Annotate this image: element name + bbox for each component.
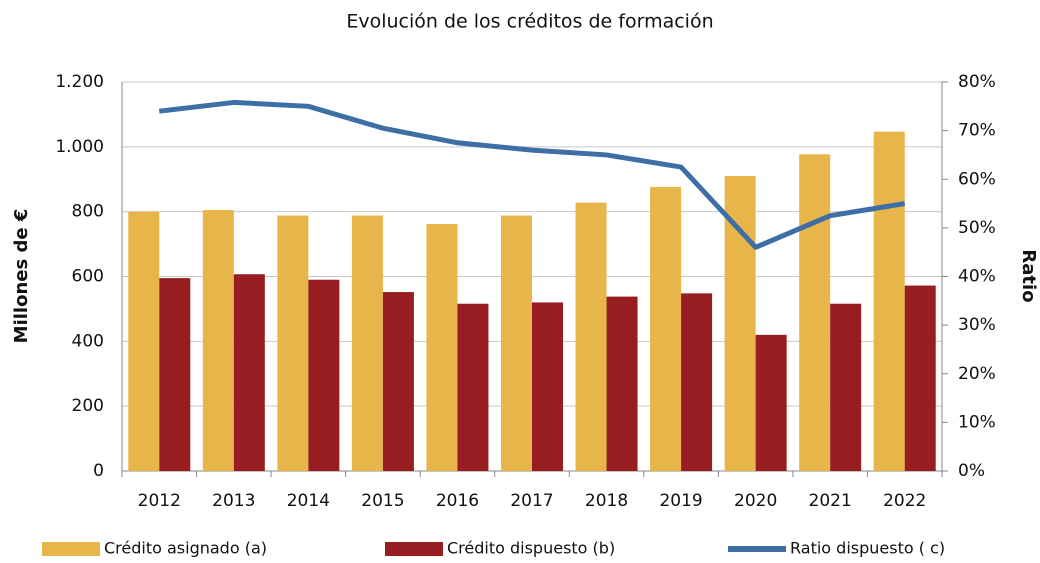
y-tick-label: 0	[93, 461, 104, 481]
bar	[799, 154, 831, 471]
y2-tick-label: 20%	[958, 364, 996, 384]
x-tick-label: 2017	[510, 491, 553, 511]
x-tick-label: 2013	[212, 491, 255, 511]
bar	[233, 274, 265, 471]
bar	[873, 131, 905, 471]
bar	[606, 296, 638, 471]
y2-tick-label: 60%	[958, 169, 996, 189]
bar	[650, 187, 682, 471]
legend-label: Ratio dispuesto ( c)	[790, 539, 945, 558]
y2-tick-label: 10%	[958, 412, 996, 432]
x-tick-label: 2014	[287, 491, 330, 511]
y-tick-label: 200	[72, 396, 104, 416]
line	[158, 99, 906, 250]
y2-tick-label: 0%	[958, 461, 985, 481]
bar	[308, 279, 340, 471]
x-tick-label: 2021	[809, 491, 852, 511]
bar	[277, 215, 309, 471]
x-tick-label: 2015	[361, 491, 404, 511]
bar	[575, 202, 607, 471]
x-tick-label: 2022	[883, 491, 926, 511]
chart-title: Evolución de los créditos de formación	[346, 11, 713, 33]
bar	[426, 223, 458, 471]
bar	[457, 303, 489, 471]
x-tick-label: 2018	[585, 491, 628, 511]
bar	[904, 285, 936, 471]
y2-tick-label: 80%	[958, 72, 996, 92]
y-tick-label: 800	[72, 202, 104, 222]
y-tick-label: 600	[72, 267, 104, 287]
bar	[501, 215, 532, 471]
y2-tick-label: 50%	[958, 218, 996, 238]
y2-tick-label: 40%	[958, 267, 996, 287]
bar	[382, 292, 414, 471]
legend-swatch	[42, 542, 100, 556]
y-tick-label: 1.000	[55, 137, 104, 157]
bar	[351, 215, 383, 471]
y2-tick-label: 30%	[958, 315, 996, 335]
legend-label: Crédito asignado (a)	[104, 539, 267, 558]
x-tick-label: 2019	[659, 491, 702, 511]
bar	[532, 302, 563, 471]
bar	[755, 334, 787, 471]
y2-tick-label: 70%	[958, 121, 996, 141]
x-tick-label: 2012	[138, 491, 181, 511]
bar	[830, 303, 862, 471]
legend-label: Crédito dispuesto (b)	[447, 539, 615, 558]
legend-swatch	[385, 542, 443, 556]
x-tick-label: 2016	[436, 491, 479, 511]
bar	[681, 293, 713, 471]
y-tick-label: 400	[72, 331, 104, 351]
bar	[202, 210, 234, 471]
x-tick-label: 2020	[734, 491, 777, 511]
bar	[128, 211, 160, 471]
bar	[724, 176, 756, 471]
y2-axis-label: Ratio	[1018, 249, 1039, 302]
bar	[159, 278, 191, 471]
y-axis-label: Millones de €	[11, 209, 32, 344]
y-tick-label: 1.200	[55, 72, 104, 92]
